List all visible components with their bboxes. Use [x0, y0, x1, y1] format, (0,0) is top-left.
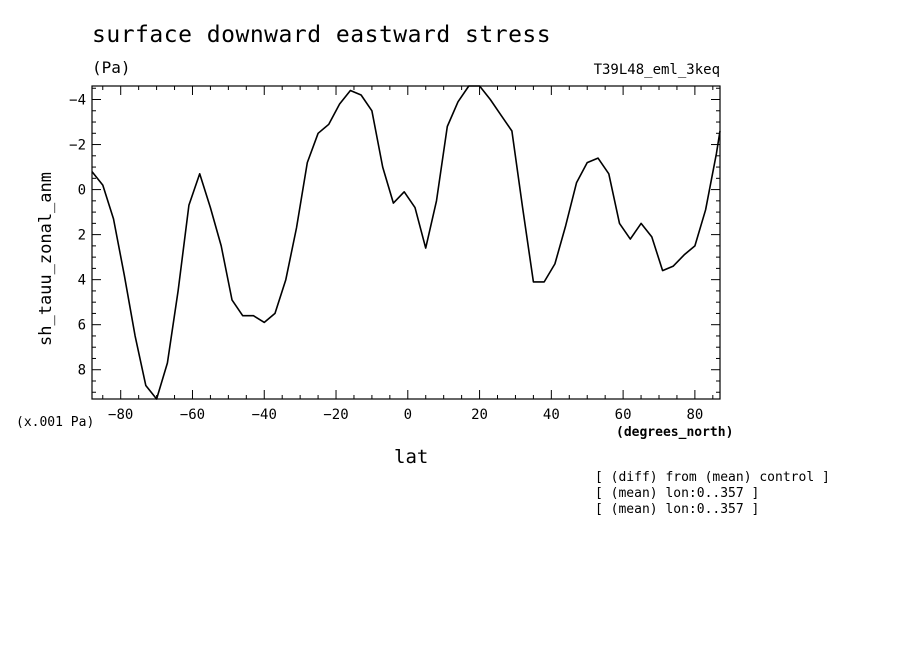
x-tick-label: 40: [543, 407, 560, 423]
plot-frame: [91, 85, 721, 400]
units-label: (Pa): [92, 58, 131, 77]
y-tick-label: −4: [69, 93, 86, 109]
note-line: [ (mean) lon:0..357 ]: [595, 502, 760, 517]
x-tick-label: 80: [686, 407, 703, 423]
x-tick-label: 60: [615, 407, 632, 423]
x-tick-label: −20: [323, 407, 348, 423]
y-tick-label: 2: [78, 228, 86, 244]
y-tick-label: 4: [78, 273, 86, 289]
x-tick-label: 0: [404, 407, 412, 423]
x-tick-label: −40: [252, 407, 277, 423]
y-scale-note: (x.001 Pa): [16, 415, 95, 430]
series-line: [91, 85, 721, 400]
x-tick-label: 20: [471, 407, 488, 423]
x-tick-label: −80: [108, 407, 133, 423]
y-tick-label: 0: [78, 183, 86, 199]
y-tick-label: 6: [78, 318, 86, 334]
run-label: T39L48_eml_3keq: [593, 62, 720, 78]
x-axis-label: lat: [394, 446, 429, 468]
note-line: [ (mean) lon:0..357 ]: [595, 486, 760, 501]
y-tick-label: −2: [69, 138, 86, 154]
x-tick-label: −60: [180, 407, 205, 423]
y-tick-label: 8: [78, 363, 86, 379]
note-line: [ (diff) from (mean) control ]: [595, 470, 830, 485]
chart-title: surface downward eastward stress: [92, 22, 552, 48]
x-units-label: (degrees_north): [616, 425, 734, 440]
